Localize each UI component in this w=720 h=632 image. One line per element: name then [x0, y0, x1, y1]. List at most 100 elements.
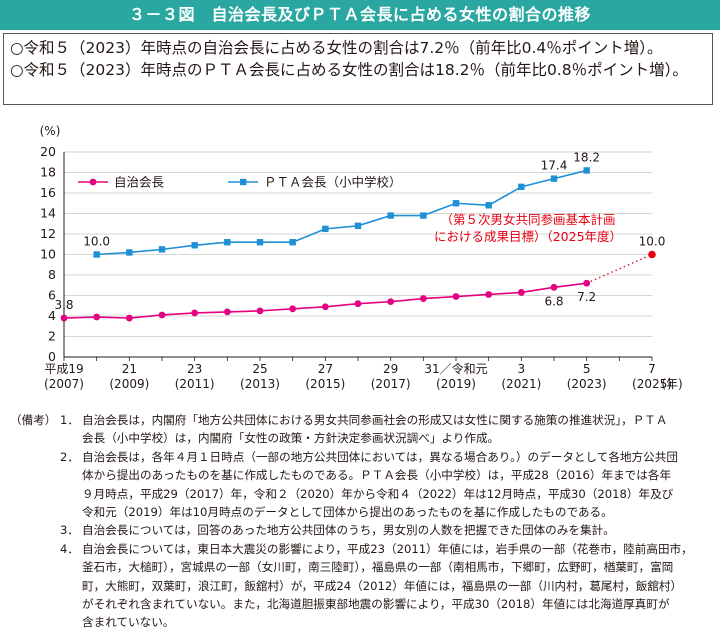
series-1-point — [125, 314, 133, 322]
x-tick-label: (2025) — [632, 377, 672, 391]
note-line: 町，大熊町，双葉町，浪江町，飯舘村）が，平成24（2012）年値には，福島県の一… — [82, 578, 683, 593]
series-1-point — [191, 309, 199, 317]
series-line-2 — [96, 169, 587, 256]
series-2-point — [354, 222, 362, 229]
line-chart: 0 2 4 6 8 10 12 14 16 18 20 (%) 平成19(2007) 21(2009) 23… — [40, 124, 683, 391]
note-item-1: 1． 自治会長は，内閣府「地方公共団体における男女共同参画社会の形成又は女性に関す… — [60, 411, 710, 448]
y-tick-label: 12 — [40, 226, 56, 241]
note-number: 1． — [60, 413, 79, 427]
y-tick-label: 2 — [48, 329, 56, 344]
series-2-point — [583, 167, 590, 174]
legend-marker-2 — [240, 178, 247, 186]
x-tick-label: (2015) — [305, 377, 345, 391]
series-2-point — [126, 249, 133, 256]
y-tick-label: 4 — [48, 308, 56, 323]
x-tick-label: 23 — [187, 362, 202, 376]
figure-title: ３－３図 自治会長及びＰＴＡ会長に占める女性の割合の推移 — [0, 0, 720, 30]
x-tick-label: (2017) — [371, 377, 411, 391]
x-axis-unit: (年) — [661, 377, 682, 391]
series-1-point — [485, 291, 493, 298]
x-tick-label: (2009) — [109, 377, 149, 391]
y-tick-label: 8 — [48, 267, 56, 282]
y-tick-label: 16 — [40, 185, 56, 200]
series-1-point — [158, 311, 166, 319]
data-label: 3.8 — [54, 298, 73, 312]
note-line: 会長（小中学校）は，内閣府「女性の政策・方針決定参画状況調べ」より作成。 — [82, 431, 500, 446]
series-2-point — [93, 251, 100, 258]
x-tick-label: 31／令和元 — [424, 361, 487, 376]
y-tick-label: 18 — [40, 165, 56, 180]
target-label: 10.0 — [639, 235, 666, 249]
series-1-point — [452, 293, 460, 300]
x-tick-label: (2021) — [501, 377, 541, 391]
x-tick-label: (2023) — [567, 377, 607, 391]
series-2-point — [518, 183, 525, 191]
summary-line-2: ○令和５（2023）年時点のＰＴＡ会長に占める女性の割合は18.2％（前年比0.… — [10, 61, 688, 79]
target-point — [648, 250, 656, 259]
note-line: 令和元（2019）年は10月時点のデータとして団体から提出のあったものを基に作成… — [82, 505, 613, 520]
series-2-point — [289, 239, 296, 246]
series-2-point — [387, 212, 394, 219]
x-tick-label: (2013) — [240, 377, 280, 391]
notes-list: 1． 自治会長は，内閣府「地方公共団体における男女共同参画社会の形成又は女性に関す… — [60, 411, 710, 632]
note-line: 釜石市，大槌町），宮城県の一部（女川町，南三陸町），福島県の一部（南相馬市，下郷… — [82, 560, 674, 575]
notes-heading: （備考） — [10, 413, 57, 427]
series-2-point — [420, 212, 427, 219]
data-label: 6.8 — [544, 294, 563, 308]
series-2-point — [322, 225, 329, 233]
data-label: 17.4 — [541, 159, 568, 173]
target-line — [586, 253, 653, 284]
x-tick-label: 29 — [383, 362, 398, 376]
x-tick-label: (2019) — [436, 377, 476, 391]
note-line: がそれぞれ含まれていない。また，北海道胆振東部地震の影響により，平成30（201… — [82, 597, 670, 612]
summary-box: ○令和５（2023）年時点の自治会長に占める女性の割合は7.2％（前年比0.4％… — [3, 33, 713, 105]
series-line-1 — [63, 282, 587, 319]
series-1-point — [321, 303, 329, 311]
legend-label-1: 自治会長 — [114, 175, 165, 190]
y-tick-label: 6 — [48, 288, 56, 303]
series-2-point — [224, 239, 231, 246]
y-tick-label: 14 — [40, 206, 56, 221]
series-2-point — [485, 202, 492, 209]
legend-marker-1 — [89, 178, 97, 186]
series-2-point — [550, 175, 558, 182]
series-2-point — [191, 242, 198, 249]
note-line: 体から提出のあったものを基に作成したものである。ＰＴＡ会長（小中学校）は，平成2… — [82, 468, 672, 483]
series-1-point — [354, 300, 362, 308]
series-1-point — [256, 307, 264, 315]
series-1-point — [289, 305, 297, 313]
note-item-4: 4． 自治会長については，東日本大震災の影響により，平成23（2011）年値には，… — [60, 540, 710, 632]
x-tick-label: 21 — [122, 362, 137, 376]
note-line: 自治会長は，各年４月１日時点（一部の地方公共団体においては，異なる場合あり。）の… — [82, 449, 678, 464]
x-tick-label: 25 — [252, 362, 267, 376]
x-tick-label: 3 — [518, 362, 526, 376]
series-1-point — [583, 279, 591, 287]
y-axis-unit: (%) — [40, 124, 61, 138]
note-number: 3． — [60, 523, 79, 538]
series-1-point — [517, 289, 525, 296]
data-label: 18.2 — [573, 150, 600, 164]
legend-label-2: ＰＴＡ会長（小中学校） — [264, 175, 402, 190]
x-tick-label: (2011) — [175, 377, 215, 391]
note-item-2: 2． 自治会長は，各年４月１日時点（一部の地方公共団体においては，異なる場合あり。… — [60, 448, 710, 522]
x-tick-label: 平成19 — [44, 362, 83, 376]
target-annotation: （第５次男女共同参画基本計画 — [440, 212, 615, 227]
x-tick-label: (2007) — [44, 377, 84, 391]
note-line: 自治会長は，内閣府「地方公共団体における男女共同参画社会の形成又は女性に関する施… — [82, 413, 668, 427]
x-tick-label: 7 — [648, 362, 656, 376]
note-line: 自治会長については，東日本大震災の影響により，平成23（2011）年値には，岩手… — [82, 541, 693, 556]
y-tick-label: 10 — [40, 247, 56, 262]
y-tick-label: 20 — [40, 144, 56, 159]
note-line: 自治会長については，回答のあった地方公共団体のうち，男女別の人数を把握できた団体… — [82, 523, 615, 538]
summary-line-1: ○令和５（2023）年時点の自治会長に占める女性の割合は7.2％（前年比0.4％… — [10, 39, 663, 57]
series-2-point — [158, 246, 166, 253]
series-1-point — [60, 314, 68, 322]
series-1-point — [550, 283, 558, 291]
note-item-3: 3． 自治会長については，回答のあった地方公共団体のうち，男女別の人数を把握できた… — [60, 521, 710, 539]
data-label: 7.2 — [577, 290, 596, 304]
series-2-point — [452, 200, 460, 207]
series-1-point — [419, 295, 427, 302]
note-number: 4． — [60, 541, 79, 556]
series-2-point — [256, 239, 264, 246]
note-line: ９月時点，平成29（2017）年，令和２（2020）年から令和４（2022）年は… — [82, 486, 674, 501]
